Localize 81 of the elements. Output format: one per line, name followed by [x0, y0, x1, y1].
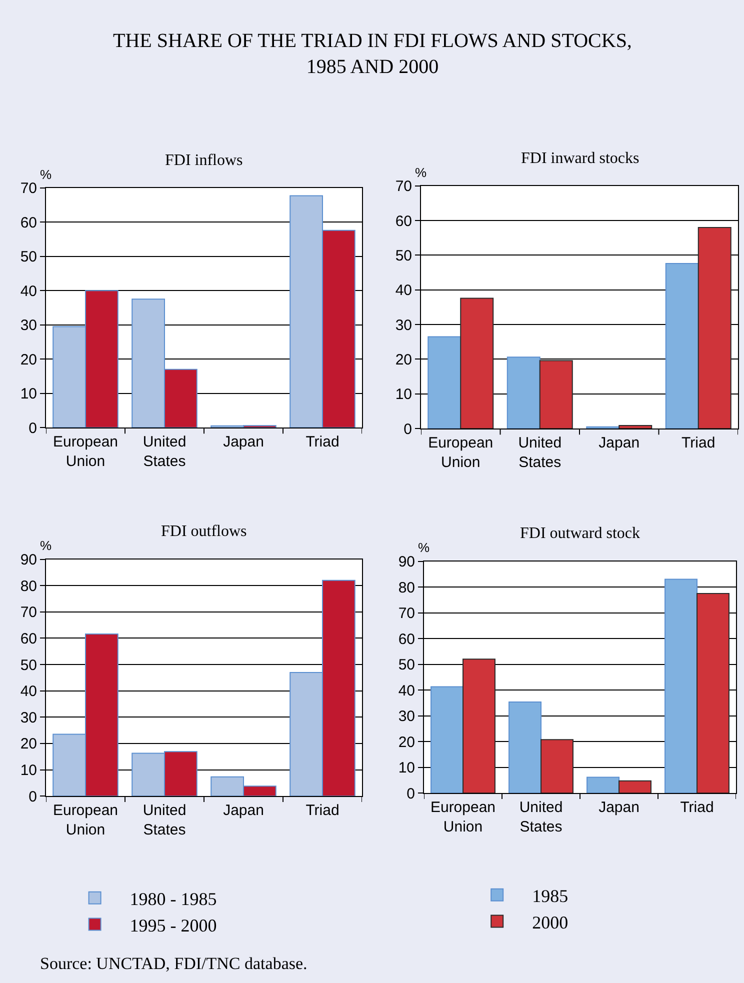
- chart-title: FDI outward stock: [520, 525, 640, 542]
- bar: [664, 578, 698, 794]
- legend-label: 2000: [532, 912, 568, 932]
- bar: [428, 336, 462, 429]
- y-tick-label: 50: [20, 656, 37, 674]
- y-tick-label: 70: [395, 178, 412, 196]
- y-tick-label: 30: [398, 708, 415, 726]
- bar: [618, 780, 652, 794]
- y-tick-label: 20: [20, 351, 37, 368]
- y-tick-label: 30: [395, 316, 412, 334]
- bar: [460, 298, 494, 429]
- y-tick-label: 50: [20, 248, 37, 266]
- x-tick-label: United States: [518, 434, 562, 472]
- y-axis-title: %: [418, 540, 430, 555]
- y-tick-label: 30: [20, 709, 37, 726]
- y-axis-title: %: [40, 167, 52, 182]
- y-tick-label: 70: [20, 604, 37, 622]
- x-tick-label: United States: [142, 802, 186, 839]
- chart-title: FDI outflows: [161, 523, 247, 540]
- bar: [696, 592, 730, 794]
- y-tick-label: 40: [398, 682, 415, 700]
- x-tick-label: Japan: [223, 802, 264, 820]
- y-tick-label: 0: [406, 785, 415, 802]
- chart-title: FDI inward stocks: [521, 150, 640, 167]
- legend-label: 1985: [532, 886, 568, 906]
- x-tick-label: Japan: [223, 434, 264, 451]
- y-tick-label: 40: [20, 282, 37, 300]
- y-tick-label: 80: [398, 579, 415, 596]
- y-tick-label: 40: [395, 282, 412, 300]
- y-tick-label: 20: [20, 736, 37, 753]
- y-tick-label: 10: [20, 762, 37, 780]
- bar: [618, 424, 652, 429]
- x-tick-label: European Union: [428, 434, 494, 472]
- y-tick-label: 0: [28, 788, 37, 806]
- y-tick-label: 50: [398, 656, 415, 674]
- x-tick-label: Triad: [680, 799, 714, 816]
- y-axis-title: %: [40, 538, 52, 553]
- bar: [698, 226, 732, 429]
- x-tick-label: Triad: [682, 434, 716, 452]
- text: THE SHARE OF THE TRIAD IN FDI FLOWS AND STOCKS, 1985 AND 2000: [113, 30, 632, 78]
- y-axis-title: %: [415, 165, 427, 180]
- bar: [540, 739, 574, 794]
- y-tick-label: 60: [395, 212, 412, 230]
- y-tick-label: 80: [20, 578, 37, 595]
- chart-title: FDI inflows: [165, 152, 243, 169]
- y-tick-label: 90: [398, 554, 415, 571]
- y-tick-label: 0: [404, 420, 412, 438]
- y-tick-label: 20: [395, 352, 412, 368]
- source-note: Source: UNCTAD, FDI/TNC database.: [40, 954, 308, 973]
- y-tick-label: 40: [20, 683, 37, 700]
- x-tick-label: United States: [142, 434, 186, 470]
- legend-label: 1980 - 1985: [130, 888, 217, 909]
- y-tick-label: 50: [395, 247, 412, 264]
- x-tick-label: European Union: [52, 802, 118, 839]
- y-tick-label: 20: [398, 734, 415, 751]
- x-tick-label: Triad: [306, 802, 340, 820]
- y-tick-label: 10: [395, 386, 412, 404]
- bar: [539, 360, 573, 429]
- y-tick-label: 70: [20, 180, 37, 198]
- bar: [430, 686, 464, 794]
- x-tick-label: Triad: [306, 434, 340, 451]
- y-tick-label: 60: [398, 630, 415, 648]
- y-tick-label: 90: [20, 552, 37, 569]
- bar: [586, 776, 620, 794]
- y-tick-label: 60: [20, 214, 37, 232]
- x-tick-label: United States: [519, 799, 563, 836]
- bar: [665, 263, 699, 429]
- y-tick-label: 60: [20, 630, 37, 648]
- bar: [462, 658, 496, 794]
- y-tick-label: 30: [20, 317, 37, 334]
- x-tick-label: European Union: [52, 434, 118, 470]
- x-tick-label: Japan: [598, 799, 640, 816]
- x-tick-label: Japan: [598, 434, 640, 452]
- y-tick-label: 10: [398, 760, 415, 777]
- y-tick-label: 70: [398, 605, 415, 622]
- x-tick-label: European Union: [430, 799, 496, 836]
- bar: [508, 701, 542, 794]
- bar: [506, 356, 540, 429]
- y-tick-label: 0: [28, 420, 37, 437]
- y-tick-label: 10: [20, 386, 37, 403]
- legend-label: 1995 - 2000: [130, 915, 217, 936]
